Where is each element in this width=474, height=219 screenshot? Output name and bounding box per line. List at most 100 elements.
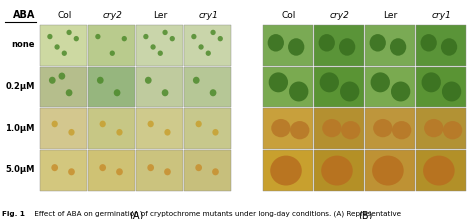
Bar bbox=[365, 25, 415, 66]
Bar bbox=[88, 67, 136, 107]
Ellipse shape bbox=[392, 121, 411, 139]
Ellipse shape bbox=[199, 44, 204, 50]
Bar bbox=[416, 108, 466, 149]
Ellipse shape bbox=[289, 81, 309, 101]
Ellipse shape bbox=[210, 30, 216, 35]
Ellipse shape bbox=[191, 34, 197, 39]
Bar bbox=[184, 25, 231, 66]
Text: cry1: cry1 bbox=[431, 11, 451, 20]
Ellipse shape bbox=[390, 38, 406, 56]
Ellipse shape bbox=[268, 34, 284, 51]
Ellipse shape bbox=[143, 34, 148, 39]
Ellipse shape bbox=[163, 30, 168, 35]
Ellipse shape bbox=[373, 119, 392, 137]
Ellipse shape bbox=[196, 121, 202, 127]
Bar bbox=[416, 25, 466, 66]
Bar bbox=[263, 67, 313, 107]
Bar bbox=[88, 25, 136, 66]
Text: cry2: cry2 bbox=[102, 11, 122, 20]
Bar bbox=[40, 25, 87, 66]
Ellipse shape bbox=[100, 164, 106, 171]
Text: 5.0μM: 5.0μM bbox=[5, 165, 35, 174]
Ellipse shape bbox=[109, 51, 115, 56]
Text: Col: Col bbox=[57, 11, 72, 20]
Ellipse shape bbox=[158, 51, 163, 56]
Bar bbox=[137, 67, 183, 107]
Ellipse shape bbox=[340, 81, 359, 101]
Bar bbox=[314, 67, 364, 107]
Text: Effect of ABA on germination of cryptochrome mutants under long-day conditions. : Effect of ABA on germination of cryptoch… bbox=[32, 210, 401, 217]
Ellipse shape bbox=[391, 81, 410, 101]
Ellipse shape bbox=[218, 36, 223, 41]
Bar bbox=[365, 67, 415, 107]
Ellipse shape bbox=[170, 36, 175, 41]
Ellipse shape bbox=[421, 72, 441, 92]
Bar bbox=[314, 108, 364, 149]
Bar bbox=[263, 25, 313, 66]
Text: Ler: Ler bbox=[153, 11, 167, 20]
Ellipse shape bbox=[372, 155, 404, 185]
Ellipse shape bbox=[116, 168, 123, 175]
Ellipse shape bbox=[47, 34, 53, 39]
Ellipse shape bbox=[319, 34, 335, 51]
Ellipse shape bbox=[114, 89, 120, 96]
Bar bbox=[40, 150, 87, 191]
Bar bbox=[314, 150, 364, 191]
Text: Ler: Ler bbox=[383, 11, 398, 20]
Bar bbox=[137, 108, 183, 149]
Ellipse shape bbox=[443, 121, 462, 139]
Ellipse shape bbox=[424, 119, 444, 137]
Bar bbox=[365, 150, 415, 191]
Bar bbox=[137, 150, 183, 191]
Ellipse shape bbox=[147, 164, 154, 171]
Ellipse shape bbox=[270, 155, 302, 185]
Bar bbox=[40, 67, 87, 107]
Ellipse shape bbox=[420, 34, 437, 51]
Ellipse shape bbox=[58, 72, 65, 80]
Ellipse shape bbox=[423, 155, 455, 185]
Bar bbox=[416, 67, 466, 107]
Ellipse shape bbox=[210, 89, 217, 96]
Ellipse shape bbox=[62, 51, 67, 56]
Ellipse shape bbox=[212, 129, 219, 136]
Text: ABA: ABA bbox=[13, 10, 36, 20]
Bar bbox=[88, 108, 136, 149]
Bar bbox=[365, 108, 415, 149]
Ellipse shape bbox=[271, 119, 291, 137]
Bar bbox=[137, 25, 183, 66]
Ellipse shape bbox=[441, 38, 457, 56]
Text: (B): (B) bbox=[358, 210, 372, 219]
Ellipse shape bbox=[55, 44, 60, 50]
Ellipse shape bbox=[269, 72, 288, 92]
Bar bbox=[416, 150, 466, 191]
Ellipse shape bbox=[442, 81, 461, 101]
Ellipse shape bbox=[321, 155, 353, 185]
Ellipse shape bbox=[206, 51, 211, 56]
Ellipse shape bbox=[164, 168, 171, 175]
Ellipse shape bbox=[150, 44, 156, 50]
Ellipse shape bbox=[122, 36, 127, 41]
Ellipse shape bbox=[212, 168, 219, 175]
Bar bbox=[184, 67, 231, 107]
Ellipse shape bbox=[193, 77, 200, 84]
Text: cry1: cry1 bbox=[198, 11, 218, 20]
Bar bbox=[88, 150, 136, 191]
Ellipse shape bbox=[66, 89, 73, 96]
Ellipse shape bbox=[339, 38, 356, 56]
Text: 1.0μM: 1.0μM bbox=[5, 124, 35, 133]
Ellipse shape bbox=[319, 72, 339, 92]
Bar bbox=[184, 150, 231, 191]
Ellipse shape bbox=[66, 30, 72, 35]
Ellipse shape bbox=[68, 129, 74, 136]
Ellipse shape bbox=[147, 121, 154, 127]
Ellipse shape bbox=[100, 121, 106, 127]
Text: Fig. 1: Fig. 1 bbox=[2, 211, 25, 217]
Ellipse shape bbox=[288, 38, 304, 56]
Ellipse shape bbox=[49, 77, 55, 84]
Bar bbox=[314, 25, 364, 66]
Text: none: none bbox=[11, 40, 35, 49]
Text: cry2: cry2 bbox=[329, 11, 349, 20]
Ellipse shape bbox=[195, 164, 202, 171]
Ellipse shape bbox=[290, 121, 310, 139]
Ellipse shape bbox=[52, 121, 58, 127]
